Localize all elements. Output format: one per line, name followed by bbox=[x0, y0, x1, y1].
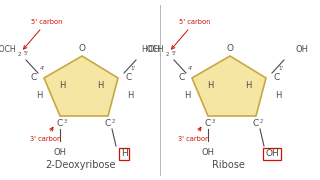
Text: C: C bbox=[31, 73, 37, 82]
Text: OH: OH bbox=[265, 150, 279, 159]
Text: H: H bbox=[59, 82, 65, 91]
Text: 2: 2 bbox=[18, 52, 21, 57]
Text: 5' carbon: 5' carbon bbox=[23, 19, 62, 49]
Text: OH: OH bbox=[148, 46, 161, 55]
Text: H: H bbox=[184, 91, 190, 100]
Text: C: C bbox=[57, 119, 63, 128]
Text: C: C bbox=[205, 119, 211, 128]
Polygon shape bbox=[44, 56, 118, 116]
Text: Ribose: Ribose bbox=[212, 160, 244, 170]
Text: 1': 1' bbox=[278, 66, 283, 71]
Text: H: H bbox=[207, 82, 213, 91]
Text: C: C bbox=[253, 119, 259, 128]
Text: C: C bbox=[105, 119, 111, 128]
Text: C: C bbox=[273, 73, 279, 82]
Text: OH: OH bbox=[296, 46, 309, 55]
Text: 4': 4' bbox=[188, 66, 193, 71]
Text: 1': 1' bbox=[130, 66, 135, 71]
Text: 3': 3' bbox=[212, 119, 217, 124]
Text: HOCH: HOCH bbox=[141, 46, 164, 55]
Text: H: H bbox=[121, 150, 127, 159]
Text: 2-Deoxyribose: 2-Deoxyribose bbox=[45, 160, 115, 170]
Text: 3' carbon: 3' carbon bbox=[30, 127, 61, 142]
Text: O: O bbox=[227, 44, 234, 53]
Text: H: H bbox=[245, 82, 251, 91]
Text: 5': 5' bbox=[172, 51, 176, 56]
Text: 4': 4' bbox=[40, 66, 45, 71]
Text: C: C bbox=[125, 73, 131, 82]
Text: H: H bbox=[97, 82, 103, 91]
Text: OH: OH bbox=[202, 148, 214, 157]
Text: H: H bbox=[127, 91, 133, 100]
Polygon shape bbox=[192, 56, 266, 116]
Text: H: H bbox=[36, 91, 42, 100]
Text: 2': 2' bbox=[260, 119, 265, 124]
Text: HOCH: HOCH bbox=[0, 46, 16, 55]
Text: O: O bbox=[78, 44, 85, 53]
Text: 5': 5' bbox=[24, 51, 28, 56]
Text: 5' carbon: 5' carbon bbox=[172, 19, 210, 49]
Text: H: H bbox=[275, 91, 281, 100]
Text: 3': 3' bbox=[64, 119, 68, 124]
Text: 2: 2 bbox=[166, 52, 170, 57]
Text: 2': 2' bbox=[112, 119, 116, 124]
Text: 3' carbon: 3' carbon bbox=[178, 127, 209, 142]
Text: C: C bbox=[179, 73, 185, 82]
Text: OH: OH bbox=[53, 148, 67, 157]
